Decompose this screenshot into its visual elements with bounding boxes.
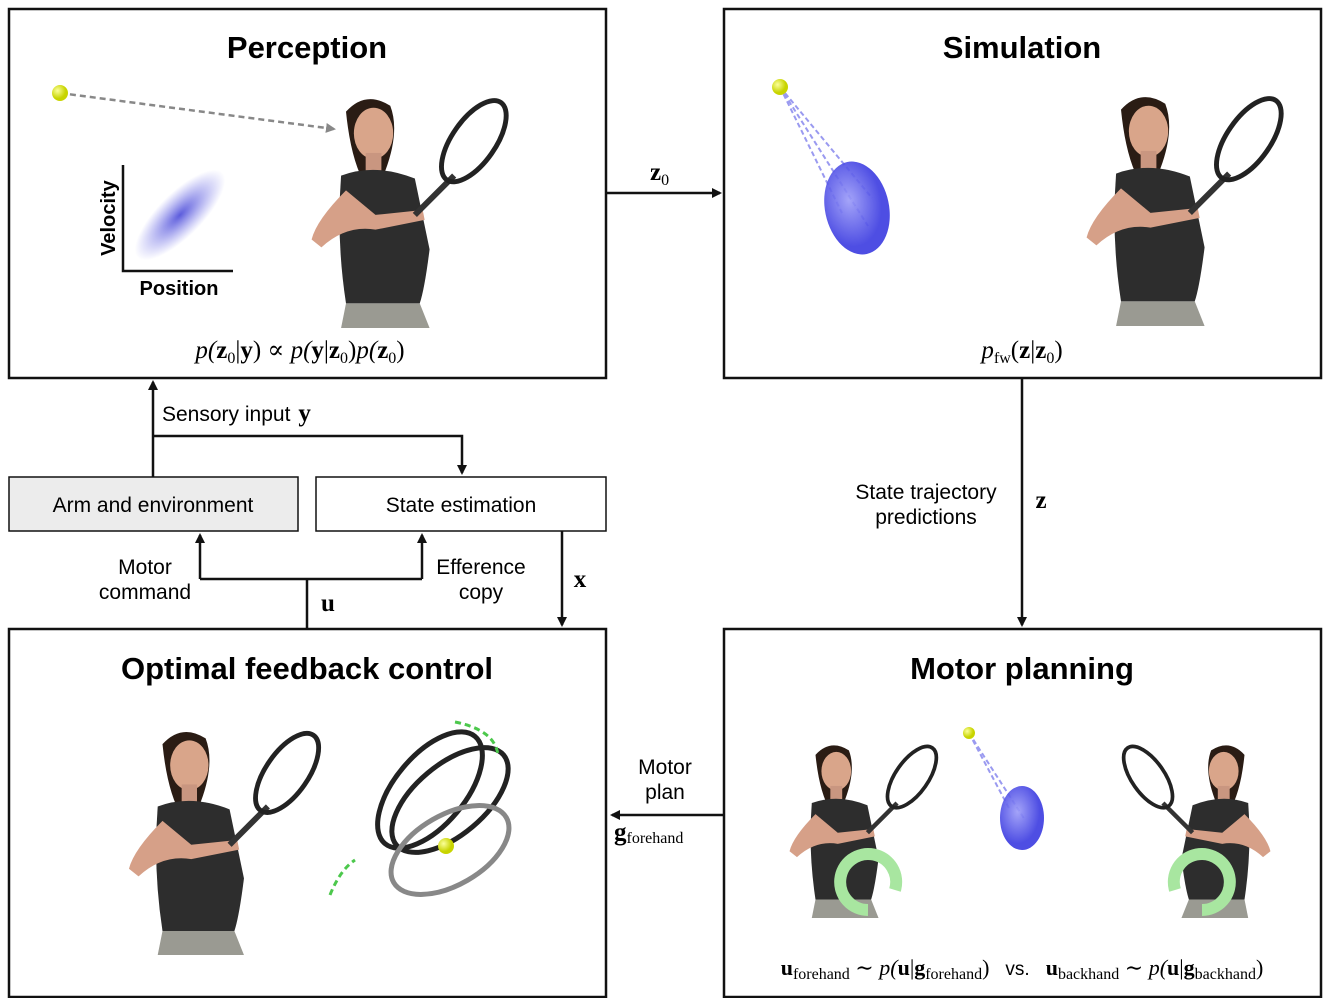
- text-part: z: [1019, 337, 1030, 364]
- text-part: backhand: [1058, 966, 1119, 983]
- text-part: u: [1167, 955, 1179, 980]
- ball: [438, 838, 454, 854]
- text-part: y: [240, 337, 253, 364]
- text-part: fw: [994, 350, 1011, 367]
- text-part: forehand: [793, 966, 850, 983]
- text-part: p(: [877, 955, 899, 980]
- text-part: ): [1054, 337, 1062, 364]
- text-part: g: [614, 819, 627, 846]
- perception-formula: p(z0|y) ∝ p(y|z0)p(z0): [193, 337, 404, 367]
- text-part: g: [914, 955, 925, 980]
- motor-command-label: command: [99, 581, 191, 604]
- ball: [52, 85, 68, 101]
- sensory-label: Sensory input y: [162, 400, 311, 427]
- text-part: 0: [227, 350, 235, 367]
- state-distribution: [1000, 786, 1044, 850]
- text-part: z: [216, 337, 227, 364]
- text-part: u: [781, 955, 793, 980]
- diagram: Perception Position Velocity p(z0|y) ∝ p…: [0, 0, 1327, 998]
- planning-title: Motor planning: [910, 651, 1134, 686]
- text-part: ∼: [850, 955, 879, 980]
- text-part: g: [1184, 955, 1195, 980]
- text-part: ): [396, 337, 404, 364]
- text-part: 0: [388, 350, 396, 367]
- text-part: u: [898, 955, 910, 980]
- text-part: z: [377, 337, 388, 364]
- text-part: y: [298, 400, 311, 427]
- motor-plan-label: Motor: [638, 756, 692, 779]
- text-part: p: [979, 337, 994, 364]
- text-part: ): [982, 955, 989, 980]
- text-part: ): [1256, 955, 1263, 980]
- text-part: z: [1035, 337, 1046, 364]
- arrow: [153, 436, 462, 473]
- motor-command-label: Motor: [118, 556, 172, 579]
- axis-y-label: Velocity: [98, 179, 120, 255]
- text-part: Sensory input: [162, 403, 291, 426]
- g-label: gforehand: [614, 819, 683, 847]
- text-part: y: [311, 337, 324, 364]
- text-part: 0: [1046, 350, 1054, 367]
- text-part: z: [329, 337, 340, 364]
- z-label: z: [1035, 487, 1046, 514]
- axis-x-label: Position: [140, 278, 219, 300]
- simulation-title: Simulation: [943, 30, 1101, 65]
- planning-formula: uforehand ∼ p(u|gforehand)vs.ubackhand ∼…: [781, 955, 1264, 983]
- efference-label: copy: [459, 581, 504, 604]
- text-part: (: [1011, 337, 1019, 364]
- text-part: vs.: [1005, 959, 1029, 980]
- text-part: p(: [289, 337, 314, 364]
- ball: [772, 79, 788, 95]
- efference-label: Efference: [436, 556, 526, 579]
- ball: [963, 727, 975, 739]
- text-part: backhand: [1195, 966, 1256, 983]
- text-part: ) ∝: [253, 337, 291, 364]
- ofc-title: Optimal feedback control: [121, 651, 493, 686]
- z0-label: z0: [650, 159, 669, 189]
- u-label: u: [321, 590, 335, 617]
- arm-label: Arm and environment: [53, 494, 254, 517]
- state-label: State estimation: [386, 494, 537, 517]
- text-part: z: [650, 159, 661, 186]
- text-part: 0: [340, 350, 348, 367]
- text-part: 0: [661, 172, 669, 189]
- text-part: forehand: [627, 830, 684, 847]
- text-part: forehand: [925, 966, 982, 983]
- perception-title: Perception: [227, 30, 387, 65]
- text-part: p(: [354, 337, 379, 364]
- text-part: ∼: [1119, 955, 1148, 980]
- text-part: p(: [193, 337, 218, 364]
- x-label: x: [574, 566, 587, 593]
- text-part: p(: [1147, 955, 1169, 980]
- text-part: u: [1046, 955, 1058, 980]
- motor-plan-label: plan: [645, 781, 685, 804]
- text-part: ): [348, 337, 356, 364]
- state-trajectory-label: State trajectory: [855, 481, 997, 504]
- state-trajectory-label: predictions: [875, 506, 977, 529]
